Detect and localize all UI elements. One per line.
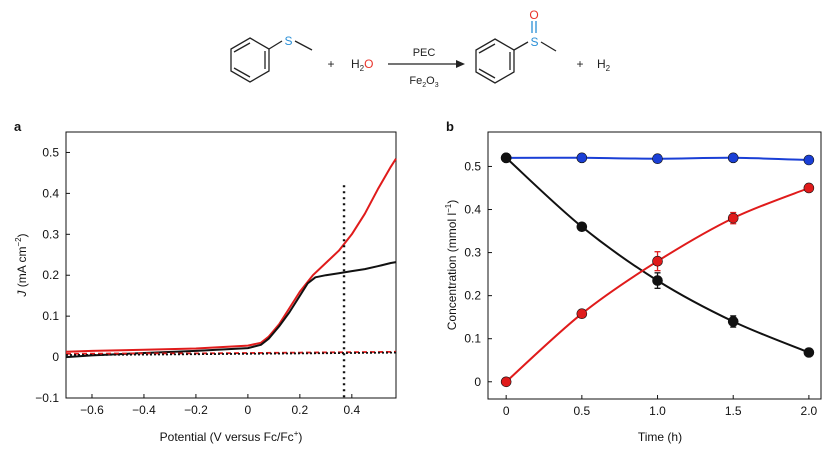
x-tick-label: 0.5 <box>574 404 591 418</box>
plus-sign-1: + <box>327 57 334 71</box>
x-tick-label: 1.5 <box>725 404 742 418</box>
y-tick-label: 0 <box>52 350 59 364</box>
x-tick-label: 0.2 <box>292 403 309 417</box>
thioanisole-structure <box>230 37 313 83</box>
hydrogen-formula: H2 <box>597 57 611 73</box>
panel-a-plot-frame <box>65 131 397 399</box>
panel-a: a −0.6 −0.4 −0.2 0 0.2 0.4 −0.1 0 0.1 0.2 0.3 0.4 0… <box>14 119 397 444</box>
arrow-label-catalyst: Fe2O3 <box>409 75 438 89</box>
panel-b-data-point <box>727 316 739 327</box>
thioanisole-sulfur-label: S <box>284 34 292 48</box>
panel-b-y-ticks: 0 0.1 0.2 0.3 0.4 0.5 <box>464 159 492 389</box>
x-tick-label: 0.4 <box>343 403 360 417</box>
panel-b-data-point <box>576 308 588 320</box>
panel-a-series-line <box>65 261 397 359</box>
panel-a-x-axis-label: Potential (V versus Fc/Fc+) <box>160 429 303 444</box>
panel-b-data-point <box>576 152 588 164</box>
x-tick-label: 1.0 <box>649 404 666 418</box>
panel-b-data-point <box>652 255 663 267</box>
panel-b-data-point <box>652 275 663 286</box>
y-tick-label: 0.3 <box>464 246 481 260</box>
reaction-scheme-labels: S + H2O PEC Fe2O3 O S + H2 <box>284 8 610 89</box>
y-tick-label: 0.2 <box>42 268 59 282</box>
panel-b-series <box>500 152 815 388</box>
panel-b-data-point <box>803 182 815 194</box>
y-tick-label: 0.4 <box>42 186 59 200</box>
panel-b-data-point <box>727 152 739 164</box>
panel-a-y-ticks: −0.1 0 0.1 0.2 0.3 0.4 0.5 <box>35 145 70 405</box>
sulfoxide-oxygen-label: O <box>529 8 538 22</box>
y-tick-label: 0.5 <box>42 145 59 159</box>
x-tick-label: 0 <box>245 403 252 417</box>
plus-sign-2: + <box>576 57 583 71</box>
reaction-arrow <box>388 60 465 68</box>
y-tick-label: 0.1 <box>464 332 481 346</box>
panel-b-data-point <box>500 376 512 388</box>
y-tick-label: −0.1 <box>35 391 59 405</box>
y-tick-label: 0.4 <box>464 203 481 217</box>
panel-b-x-ticks: 0 0.5 1.0 1.5 2.0 <box>503 395 818 418</box>
arrow-label-pec: PEC <box>413 47 436 59</box>
sulfoxide-structure <box>475 21 557 84</box>
panel-b-x-axis-label: Time (h) <box>638 430 682 444</box>
panel-b-data-point <box>803 347 815 358</box>
y-tick-label: 0.1 <box>42 309 59 323</box>
y-tick-label: 0.2 <box>464 289 481 303</box>
panel-a-label: a <box>14 119 22 134</box>
x-tick-label: −0.6 <box>80 403 104 417</box>
panel-b-data-point <box>803 154 815 166</box>
y-tick-label: 0 <box>474 375 481 389</box>
water-formula: H2O <box>351 57 373 73</box>
x-tick-label: −0.2 <box>184 403 208 417</box>
panel-b: b 0 0.5 1.0 1.5 2.0 0 0.1 0.2 0.3 0.4 0.5 Time (h… <box>444 119 822 444</box>
x-tick-label: 0 <box>503 404 510 418</box>
y-tick-label: 0.5 <box>464 159 481 173</box>
panel-b-data-point <box>652 153 663 164</box>
sulfoxide-sulfur-label: S <box>530 35 538 49</box>
panel-a-series-line <box>65 351 397 356</box>
panel-a-x-ticks: −0.6 −0.4 −0.2 0 0.2 0.4 <box>80 394 360 417</box>
panel-b-plot-frame <box>487 131 822 400</box>
panel-b-data-point <box>727 212 739 224</box>
reaction-scheme <box>230 21 557 84</box>
panel-b-data-point <box>500 152 512 164</box>
panel-a-series-line <box>65 158 397 353</box>
panel-a-y-axis-label: J (mA cm−2) <box>14 233 29 297</box>
x-tick-label: −0.4 <box>132 403 156 417</box>
panel-a-series <box>65 158 397 359</box>
x-tick-label: 2.0 <box>801 404 818 418</box>
panel-b-y-axis-label: Concentration (mmol l−1) <box>444 200 459 331</box>
panel-b-data-point <box>576 221 588 233</box>
y-tick-label: 0.3 <box>42 227 59 241</box>
panel-b-label: b <box>446 119 454 134</box>
